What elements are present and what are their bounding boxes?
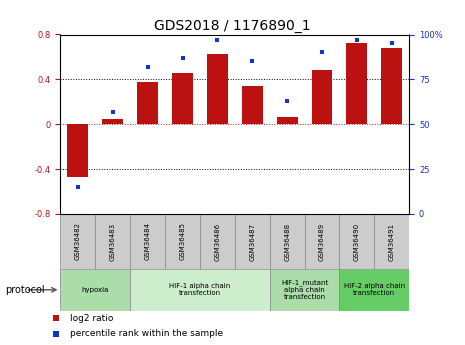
Bar	[339, 214, 374, 269]
Bar	[346, 43, 367, 124]
Bar	[242, 86, 263, 124]
Bar	[270, 269, 339, 310]
Bar	[270, 214, 305, 269]
Text: percentile rank within the sample: percentile rank within the sample	[70, 329, 223, 338]
Bar	[305, 214, 339, 269]
Text: GSM36484: GSM36484	[145, 223, 151, 260]
Text: log2 ratio: log2 ratio	[70, 314, 113, 323]
Bar	[102, 119, 123, 124]
Bar	[207, 53, 228, 124]
Bar	[200, 214, 235, 269]
Bar	[165, 214, 200, 269]
Text: GDS2018 / 1176890_1: GDS2018 / 1176890_1	[154, 19, 311, 33]
Bar	[130, 214, 165, 269]
Text: HIF-2 alpha chain
transfection: HIF-2 alpha chain transfection	[344, 283, 405, 296]
Bar	[277, 117, 298, 124]
Text: HIF-1 alpha chain
transfection: HIF-1 alpha chain transfection	[169, 283, 231, 296]
Text: hypoxia: hypoxia	[82, 287, 109, 293]
Text: GSM36485: GSM36485	[179, 223, 186, 260]
Text: GSM36486: GSM36486	[214, 223, 220, 260]
Text: GSM36490: GSM36490	[354, 223, 360, 260]
Text: GSM36488: GSM36488	[284, 223, 290, 260]
Text: HIF-1_mutant
alpha chain
transfection: HIF-1_mutant alpha chain transfection	[281, 279, 328, 300]
Text: GSM36491: GSM36491	[389, 223, 395, 260]
Text: GSM36483: GSM36483	[110, 223, 116, 260]
Bar	[374, 214, 409, 269]
Bar	[137, 81, 158, 124]
Text: protocol: protocol	[5, 285, 44, 295]
Bar	[60, 214, 95, 269]
Text: GSM36489: GSM36489	[319, 223, 325, 260]
Bar	[235, 214, 270, 269]
Text: GSM36482: GSM36482	[75, 223, 81, 260]
Bar	[339, 269, 409, 310]
Bar	[60, 269, 130, 310]
Bar	[130, 269, 270, 310]
Bar	[172, 73, 193, 124]
Bar	[312, 70, 332, 124]
Bar	[95, 214, 130, 269]
Bar	[381, 48, 402, 124]
Text: GSM36487: GSM36487	[249, 223, 255, 260]
Bar	[67, 124, 88, 177]
